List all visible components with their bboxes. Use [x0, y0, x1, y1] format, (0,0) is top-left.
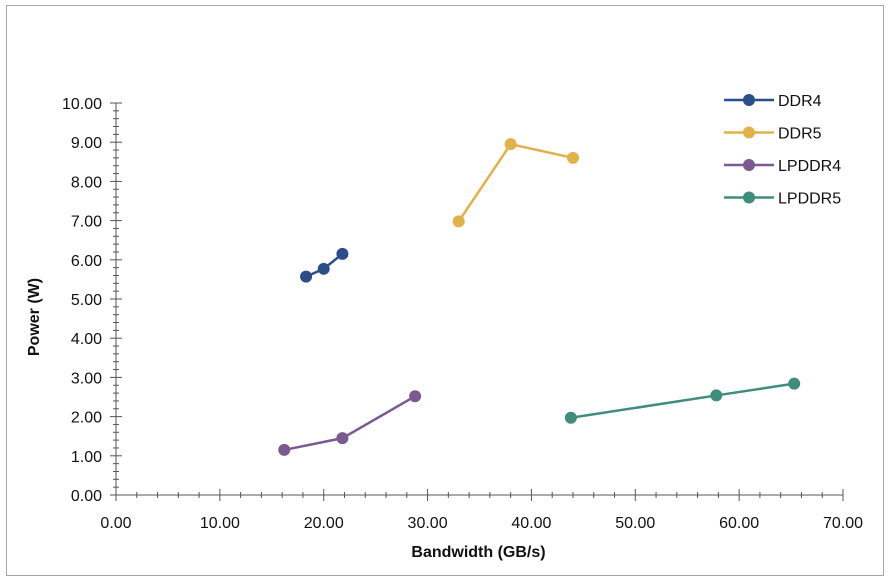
y-tick-label: 8.00: [71, 174, 102, 191]
y-axis-title: Power (W): [26, 278, 43, 356]
y-tick-label: 6.00: [71, 253, 102, 270]
series-line-ddr5: [457, 142, 574, 223]
legend-label-lpddr4: LPDDR4: [778, 158, 841, 175]
data-point-lpddr4: [409, 390, 422, 403]
x-tick-label: 70.00: [823, 515, 863, 532]
y-tick-label: 10.00: [62, 96, 102, 113]
y-tick-label: 7.00: [71, 214, 102, 231]
x-tick-label: 10.00: [200, 515, 240, 532]
legend-marker-ddr4: [743, 94, 755, 106]
data-point-ddr5: [452, 215, 465, 228]
y-tick-label: 9.00: [71, 135, 102, 152]
data-point-lpddr5: [788, 377, 801, 390]
legend-marker-ddr5: [743, 126, 755, 139]
data-point-ddr5: [566, 151, 579, 164]
x-tick-label: 30.00: [408, 515, 448, 532]
data-point-lpddr4: [336, 432, 349, 445]
y-tick-label: 3.00: [71, 370, 102, 387]
y-tick-label: 5.00: [71, 292, 102, 309]
data-point-lpddr5: [710, 389, 723, 402]
y-tick-label: 1.00: [71, 449, 102, 466]
y-tick-label: 4.00: [71, 331, 102, 348]
x-axis: 0.00 10.00 20.00 30.00 40.00 50.00 60.00 70.00: [100, 489, 863, 532]
legend-marker-lpddr4: [743, 159, 755, 171]
x-tick-label: 40.00: [511, 515, 551, 532]
series-layer: [278, 138, 801, 456]
legend-label-lpddr5: LPDDR5: [778, 191, 841, 208]
y-axis: 0.00 1.00 2.00 3.00 4.00 5.00 6.00 7.00 8.00 9.00…: [62, 96, 122, 505]
x-tick-label: 0.00: [100, 515, 131, 532]
legend-label-ddr4: DDR4: [778, 93, 822, 110]
x-tick-label: 60.00: [719, 515, 759, 532]
y-tick-label: 2.00: [71, 410, 102, 427]
x-tick-label: 20.00: [304, 515, 344, 532]
data-point-ddr4: [317, 262, 330, 275]
series-line-lpddr5: [570, 382, 795, 420]
series-line-lpddr4: [284, 395, 416, 452]
legend-marker-lpddr5: [743, 191, 755, 204]
data-point-ddr4: [336, 247, 349, 260]
data-point-ddr5: [504, 138, 517, 151]
legend: DDR4 DDR5 LPDDR4 LPDDR5: [724, 93, 841, 208]
y-tick-label: 0.00: [71, 488, 102, 505]
data-point-lpddr5: [564, 411, 577, 424]
x-axis-title: Bandwidth (GB/s): [411, 544, 545, 561]
data-point-lpddr4: [278, 443, 291, 456]
legend-label-ddr5: DDR5: [778, 126, 822, 143]
data-point-ddr4: [300, 270, 313, 283]
x-tick-label: 50.00: [615, 515, 655, 532]
